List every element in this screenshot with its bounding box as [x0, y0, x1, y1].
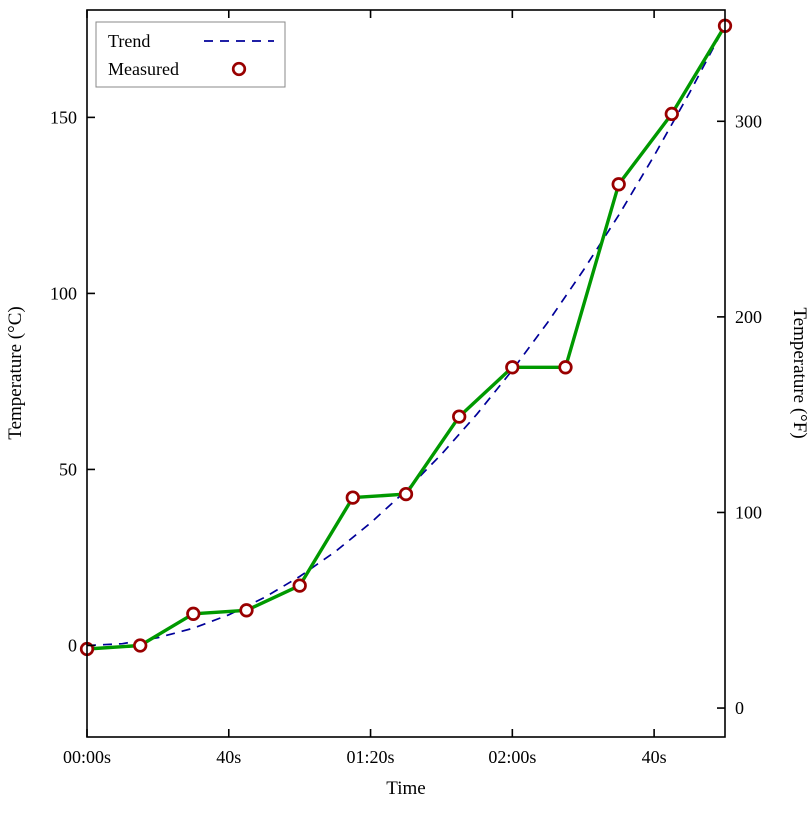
- y-tick-label-left: 150: [50, 107, 77, 127]
- measured-point: [505, 360, 520, 375]
- measured-point: [558, 360, 573, 375]
- measured-point: [398, 486, 414, 502]
- measured-point: [133, 638, 148, 653]
- x-tick-label: 40s: [642, 747, 667, 767]
- x-tick-label: 00:00s: [63, 747, 111, 767]
- measured-point: [345, 490, 360, 505]
- x-tick-label: 02:00s: [488, 747, 536, 767]
- y-axis-title-left: Temperature (°C): [5, 306, 26, 439]
- x-tick-label: 40s: [216, 747, 241, 767]
- chart-generated-layer: 00:00s 40s 01:20s 02:00s 40s 0 50 100 150 0 100 200…: [50, 9, 762, 767]
- measured-point: [239, 603, 254, 618]
- measured-point: [292, 578, 307, 593]
- legend-label-trend: Trend: [108, 31, 150, 51]
- y-tick-label-right: 0: [735, 698, 744, 718]
- y-tick-label-right: 200: [735, 307, 762, 327]
- legend-sample-measured-marker: [231, 61, 247, 77]
- measured-point: [186, 606, 201, 621]
- measured-line: [85, 24, 727, 651]
- y-tick-label-left: 100: [50, 283, 77, 303]
- x-tick-label: 01:20s: [347, 747, 395, 767]
- plot-frame: [86, 9, 726, 738]
- y-tick-label-left: 0: [68, 635, 77, 655]
- y-tick-label-left: 50: [59, 459, 77, 479]
- legend-label-measured: Measured: [108, 59, 179, 79]
- trend-line: [86, 25, 726, 647]
- measured-point: [611, 177, 626, 192]
- legend-box: [95, 21, 286, 88]
- y-tick-label-right: 100: [735, 502, 762, 522]
- legend: Trend Measured: [95, 21, 286, 88]
- measured-point: [452, 409, 467, 424]
- y-tick-label-right: 300: [735, 111, 762, 131]
- y-axis-title-right: Temperature (°F): [789, 307, 810, 438]
- measured-point: [664, 106, 679, 122]
- x-axis-title: Time: [386, 778, 425, 799]
